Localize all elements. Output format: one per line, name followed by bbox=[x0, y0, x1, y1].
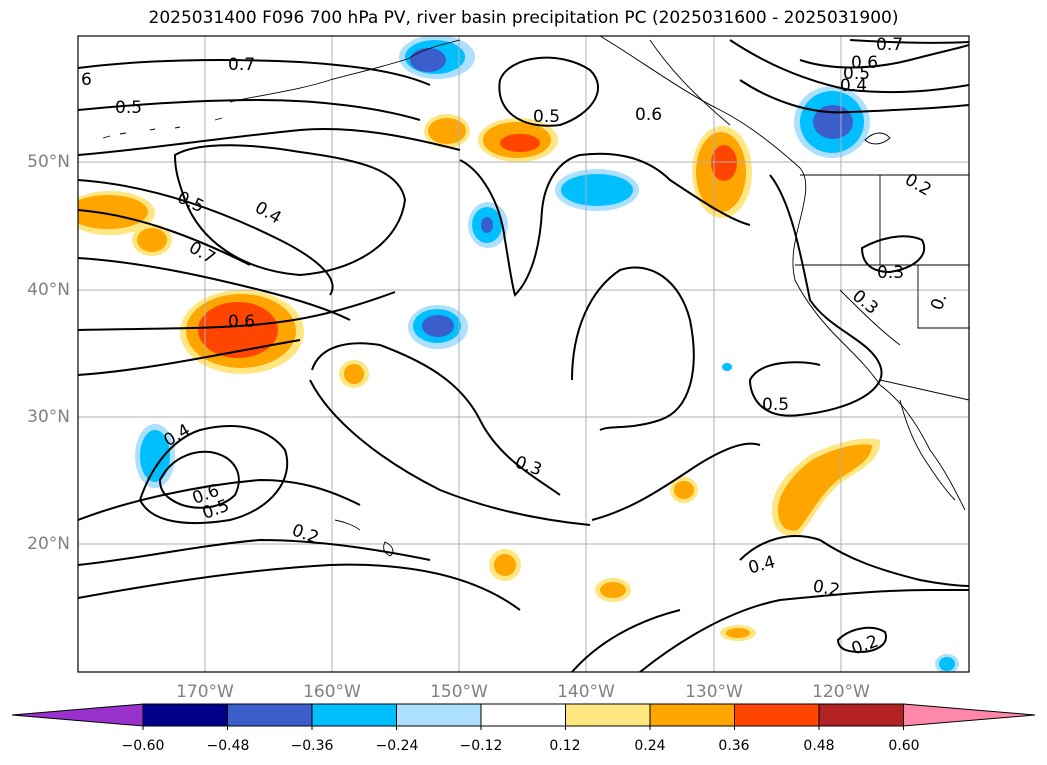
shade-patch bbox=[494, 554, 516, 576]
contour-label: 0.4 bbox=[840, 76, 867, 96]
lat-label-20n: 20°N bbox=[27, 534, 70, 554]
colorbar-segment bbox=[818, 703, 904, 727]
contour-label: 6 bbox=[81, 70, 92, 90]
coastlines bbox=[102, 36, 969, 557]
colorbar-tick-label: −0.12 bbox=[459, 738, 503, 754]
contour-label: 0.5 bbox=[115, 98, 142, 118]
colorbar-extend-min bbox=[11, 703, 144, 727]
colorbar-tick-label: 0.60 bbox=[888, 738, 920, 754]
colorbar-segment bbox=[142, 703, 228, 727]
shade-patch bbox=[939, 657, 955, 671]
colorbar-tick-label: 0.24 bbox=[634, 738, 666, 754]
contour-label: 0.7 bbox=[876, 35, 903, 55]
colorbar-segment bbox=[734, 703, 820, 727]
shade-patch bbox=[674, 481, 694, 499]
colorbar-segment bbox=[649, 703, 735, 727]
pv-contours bbox=[78, 39, 969, 672]
contour-label: 0.2 bbox=[849, 631, 881, 659]
shade-patch bbox=[422, 315, 454, 337]
plot-frame bbox=[77, 35, 970, 673]
contour-label: 0.3 bbox=[848, 286, 882, 319]
contour-label: 0. bbox=[927, 291, 951, 313]
colorbar-segment bbox=[311, 703, 397, 727]
contour-label: 0.5 bbox=[533, 107, 560, 127]
contour-label: 0.4 bbox=[251, 198, 284, 229]
shade-patch bbox=[561, 174, 633, 206]
contour-label: 0.4 bbox=[746, 552, 777, 578]
lat-label-50n: 50°N bbox=[27, 152, 70, 172]
shade-patch bbox=[500, 134, 540, 152]
contour-label: 0.5 bbox=[843, 64, 870, 84]
lon-label-120w: 120°W bbox=[812, 682, 870, 702]
shade-patch bbox=[78, 195, 148, 229]
contour-label: 0.3 bbox=[877, 263, 904, 283]
shade-patch bbox=[344, 364, 364, 384]
colorbar-tick-label: 0.48 bbox=[803, 738, 835, 754]
lon-label-150w: 150°W bbox=[430, 682, 488, 702]
shade-patch bbox=[140, 430, 170, 482]
contour-label: 0.2 bbox=[811, 577, 841, 601]
colorbar-tick-label: −0.48 bbox=[206, 738, 250, 754]
shade-patch bbox=[711, 145, 737, 181]
colorbar-tick-label: 0.12 bbox=[549, 738, 581, 754]
shade-patch bbox=[600, 582, 626, 598]
colorbar-segment bbox=[565, 703, 651, 727]
contour-label: 0.6 bbox=[851, 53, 878, 73]
contour-label: 0.5 bbox=[174, 188, 207, 218]
contour-label: 0.2 bbox=[901, 170, 934, 201]
shade-patch bbox=[813, 105, 853, 139]
contour-label: 0.6 bbox=[228, 312, 255, 332]
lon-label-140w: 140°W bbox=[557, 682, 615, 702]
shaded-anomalies bbox=[78, 36, 959, 672]
contour-label: 0.6 bbox=[635, 105, 662, 125]
lat-label-40n: 40°N bbox=[27, 280, 70, 300]
lon-label-130w: 130°W bbox=[685, 682, 743, 702]
colorbar-tick-label: −0.36 bbox=[290, 738, 334, 754]
lat-label-30n: 30°N bbox=[27, 407, 70, 427]
gridlines bbox=[78, 36, 969, 672]
shade-patch bbox=[137, 228, 167, 252]
colorbar-segment bbox=[480, 703, 566, 727]
figure-title: 2025031400 F096 700 hPa PV, river basin … bbox=[148, 8, 899, 28]
shade-patch bbox=[428, 118, 466, 144]
shade-patch bbox=[481, 217, 493, 233]
colorbar-segment bbox=[396, 703, 482, 727]
colorbar-extend-max bbox=[903, 703, 1036, 727]
lon-label-170w: 170°W bbox=[176, 682, 234, 702]
shade-patch bbox=[198, 302, 278, 358]
shade-patch bbox=[722, 363, 732, 371]
contour-label: 0.5 bbox=[762, 395, 789, 415]
colorbar-tick-label: −0.60 bbox=[121, 738, 165, 754]
lon-label-160w: 160°W bbox=[303, 682, 361, 702]
shade-patch bbox=[410, 48, 446, 72]
colorbar-segment bbox=[227, 703, 313, 727]
colorbar bbox=[11, 703, 1036, 730]
colorbar-tick-label: −0.24 bbox=[375, 738, 419, 754]
shade-patch bbox=[726, 628, 750, 638]
shade-patch bbox=[778, 444, 872, 531]
contour-label: 0.3 bbox=[512, 452, 544, 480]
contour-label: 0.7 bbox=[228, 55, 255, 75]
colorbar-tick-label: 0.36 bbox=[718, 738, 750, 754]
